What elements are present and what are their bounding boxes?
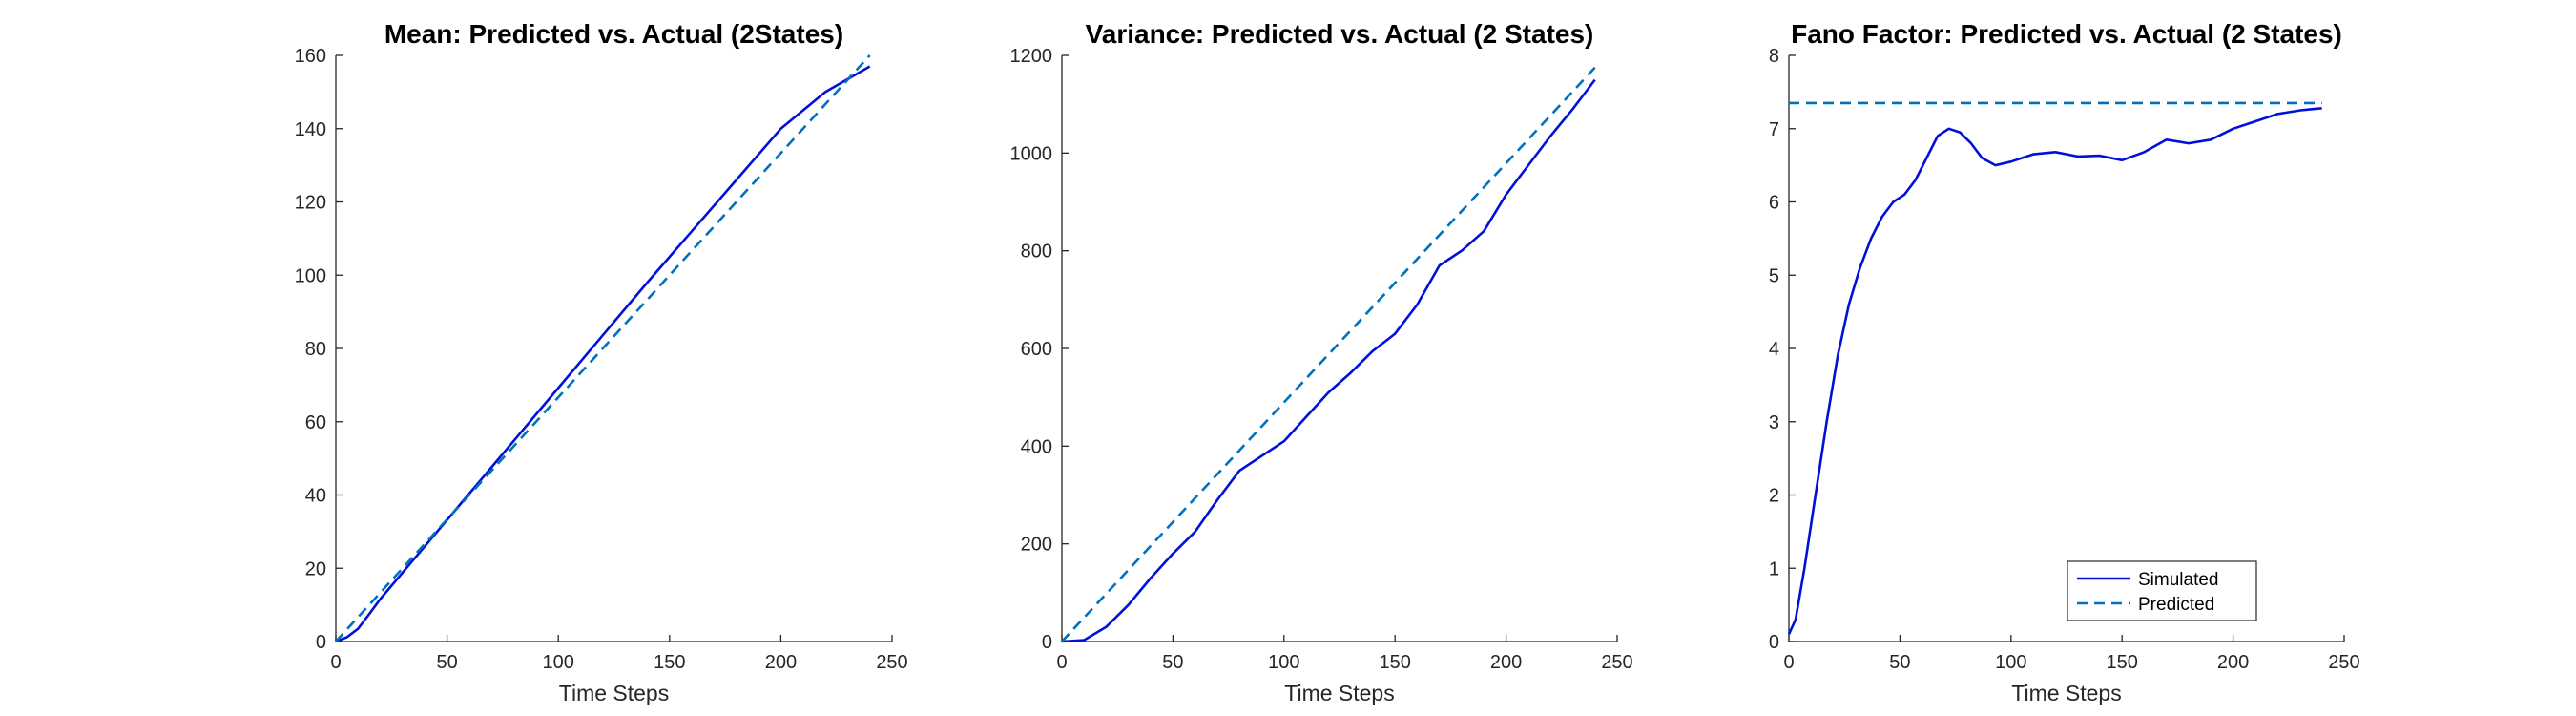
y-tick-label: 200 [1021, 535, 1052, 556]
y-tick-label: 5 [1769, 265, 1779, 286]
y-tick-label: 3 [1769, 412, 1779, 433]
x-tick-label: 150 [1380, 652, 1411, 673]
y-tick-label: 600 [1021, 339, 1052, 360]
y-tick-label: 40 [305, 486, 326, 507]
y-tick-label: 2 [1769, 486, 1779, 507]
y-tick-label: 400 [1021, 436, 1052, 457]
y-tick-label: 160 [295, 46, 326, 67]
legend-entry-label: Predicted [2138, 595, 2214, 615]
x-axis-label: Time Steps [1284, 681, 1394, 705]
y-tick-label: 1000 [1010, 143, 1053, 164]
legend-entry-label: Simulated [2138, 570, 2219, 590]
y-tick-label: 1 [1769, 558, 1779, 579]
x-tick-label: 100 [543, 652, 574, 673]
y-tick-label: 100 [295, 265, 326, 286]
x-tick-label: 50 [1162, 652, 1183, 673]
x-tick-label: 0 [330, 652, 341, 673]
y-tick-label: 60 [305, 412, 326, 433]
y-tick-label: 4 [1769, 339, 1779, 360]
chart-title: Mean: Predicted vs. Actual (2States) [384, 19, 843, 49]
x-tick-label: 200 [2217, 652, 2249, 673]
y-tick-label: 1200 [1010, 46, 1053, 67]
chart-title: Fano Factor: Predicted vs. Actual (2 Sta… [1791, 19, 2342, 49]
x-tick-label: 0 [1783, 652, 1794, 673]
x-axis-label: Time Steps [2011, 681, 2121, 705]
x-tick-label: 50 [436, 652, 457, 673]
y-tick-label: 140 [295, 119, 326, 140]
x-tick-label: 50 [1889, 652, 1910, 673]
fano-factor-chart: 0 50 100 150 200 250 0 1 2 3 4 5 6 7 8 Fano Factor: Pre… [1769, 19, 2360, 705]
y-tick-label: 0 [316, 632, 326, 653]
x-tick-label: 100 [1268, 652, 1299, 673]
y-tick-label: 8 [1769, 46, 1779, 67]
x-tick-label: 200 [765, 652, 797, 673]
x-tick-label: 100 [1995, 652, 2026, 673]
x-tick-label: 0 [1056, 652, 1067, 673]
y-tick-label: 0 [1042, 632, 1052, 653]
predicted-series-line [1061, 66, 1596, 642]
simulated-series-line [1061, 78, 1596, 643]
predicted-series-line [335, 54, 871, 642]
y-tick-label: 7 [1769, 119, 1779, 140]
legend: Simulated Predicted [2067, 560, 2257, 621]
y-tick-label: 6 [1769, 193, 1779, 214]
y-tick-label: 0 [1769, 632, 1779, 653]
x-tick-label: 150 [654, 652, 685, 673]
x-tick-label: 250 [1601, 652, 1632, 673]
simulated-series-line [335, 65, 871, 643]
legend-box [2067, 560, 2257, 621]
x-axis-label: Time Steps [559, 681, 669, 705]
mean-chart: 0 50 100 150 200 250 0 20 40 60 80 100 120 140 160 Mean… [295, 19, 908, 705]
y-tick-label: 20 [305, 558, 326, 579]
simulated-series-line [1787, 107, 2322, 635]
variance-chart: 0 50 100 150 200 250 0 200 400 600 800 1000 1200 Vari… [1010, 19, 1633, 705]
y-tick-label: 800 [1021, 242, 1052, 263]
x-tick-label: 150 [2107, 652, 2138, 673]
x-tick-label: 200 [1490, 652, 1522, 673]
y-tick-label: 80 [305, 339, 326, 360]
y-tick-label: 120 [295, 193, 326, 214]
x-tick-label: 250 [2328, 652, 2359, 673]
x-tick-label: 250 [876, 652, 907, 673]
chart-title: Variance: Predicted vs. Actual (2 States… [1086, 19, 1594, 49]
